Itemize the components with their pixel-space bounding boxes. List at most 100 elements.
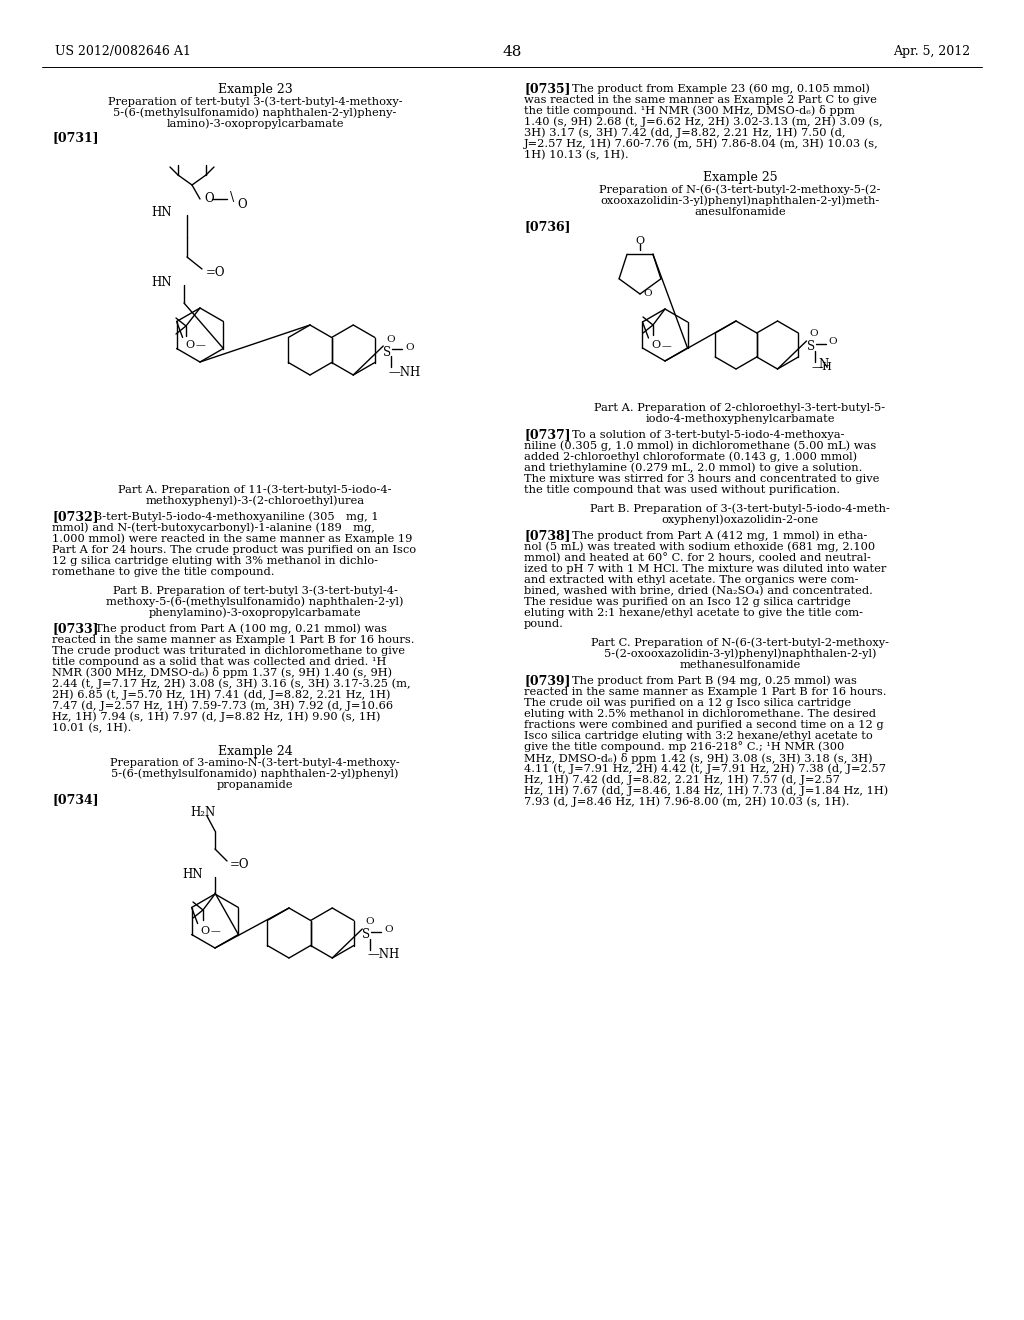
Text: To a solution of 3-tert-butyl-5-iodo-4-methoxya-: To a solution of 3-tert-butyl-5-iodo-4-m…: [572, 430, 845, 440]
Text: romethane to give the title compound.: romethane to give the title compound.: [52, 568, 274, 577]
Text: reacted in the same manner as Example 1 Part B for 16 hours.: reacted in the same manner as Example 1 …: [524, 686, 887, 697]
Text: niline (0.305 g, 1.0 mmol) in dichloromethane (5.00 mL) was: niline (0.305 g, 1.0 mmol) in dichlorome…: [524, 441, 877, 451]
Text: Part A for 24 hours. The crude product was purified on an Isco: Part A for 24 hours. The crude product w…: [52, 545, 416, 554]
Text: O: O: [204, 193, 214, 206]
Text: Example 24: Example 24: [218, 744, 293, 758]
Text: —NH: —NH: [388, 366, 421, 379]
Text: —: —: [211, 928, 220, 936]
Text: [0734]: [0734]: [52, 793, 98, 807]
Text: 2H) 6.85 (t, J=5.70 Hz, 1H) 7.41 (dd, J=8.82, 2.21 Hz, 1H): 2H) 6.85 (t, J=5.70 Hz, 1H) 7.41 (dd, J=…: [52, 690, 390, 701]
Text: 1H) 10.13 (s, 1H).: 1H) 10.13 (s, 1H).: [524, 150, 629, 160]
Text: HN: HN: [152, 206, 172, 219]
Text: Apr. 5, 2012: Apr. 5, 2012: [893, 45, 970, 58]
Text: HN: HN: [152, 276, 172, 289]
Text: 1.000 mmol) were reacted in the same manner as Example 19: 1.000 mmol) were reacted in the same man…: [52, 533, 413, 544]
Text: iodo-4-methoxyphenylcarbamate: iodo-4-methoxyphenylcarbamate: [645, 414, 835, 424]
Text: The crude product was triturated in dichloromethane to give: The crude product was triturated in dich…: [52, 645, 406, 656]
Text: The product from Part B (94 mg, 0.25 mmol) was: The product from Part B (94 mg, 0.25 mmo…: [572, 676, 857, 686]
Text: S: S: [362, 928, 371, 941]
Text: methoxyphenyl)-3-(2-chloroethyl)urea: methoxyphenyl)-3-(2-chloroethyl)urea: [145, 496, 365, 507]
Text: \: \: [230, 190, 234, 203]
Text: H₂N: H₂N: [190, 807, 215, 820]
Text: —NH: —NH: [368, 949, 399, 961]
Text: methoxy-5-(6-(methylsulfonamido) naphthalen-2-yl): methoxy-5-(6-(methylsulfonamido) naphtha…: [106, 597, 403, 607]
Text: Part A. Preparation of 2-chloroethyl-3-tert-butyl-5-: Part A. Preparation of 2-chloroethyl-3-t…: [595, 403, 886, 413]
Text: US 2012/0082646 A1: US 2012/0082646 A1: [55, 45, 190, 58]
Text: reacted in the same manner as Example 1 Part B for 16 hours.: reacted in the same manner as Example 1 …: [52, 635, 415, 645]
Text: Preparation of N-(6-(3-tert-butyl-2-methoxy-5-(2-: Preparation of N-(6-(3-tert-butyl-2-meth…: [599, 185, 881, 195]
Text: [0737]: [0737]: [524, 429, 570, 441]
Text: ized to pH 7 with 1 M HCl. The mixture was diluted into water: ized to pH 7 with 1 M HCl. The mixture w…: [524, 564, 887, 574]
Text: the title compound that was used without purification.: the title compound that was used without…: [524, 484, 840, 495]
Text: 5-(2-oxooxazolidin-3-yl)phenyl)naphthalen-2-yl): 5-(2-oxooxazolidin-3-yl)phenyl)naphthale…: [604, 648, 877, 659]
Text: Preparation of 3-amino-N-(3-tert-butyl-4-methoxy-: Preparation of 3-amino-N-(3-tert-butyl-4…: [111, 758, 400, 768]
Text: Example 23: Example 23: [218, 82, 293, 95]
Text: O: O: [384, 925, 393, 935]
Text: [0732]: [0732]: [52, 511, 98, 524]
Text: S: S: [807, 341, 815, 354]
Text: —: —: [196, 342, 206, 351]
Text: O: O: [201, 925, 210, 936]
Text: 3-tert-Butyl-5-iodo-4-methoxyaniline (305 mg, 1: 3-tert-Butyl-5-iodo-4-methoxyaniline (30…: [95, 512, 379, 523]
Text: =O: =O: [206, 265, 225, 279]
Text: O: O: [185, 339, 195, 350]
Text: Isco silica cartridge eluting with 3:2 hexane/ethyl acetate to: Isco silica cartridge eluting with 3:2 h…: [524, 731, 872, 741]
Text: eluting with 2.5% methanol in dichloromethane. The desired: eluting with 2.5% methanol in dichlorome…: [524, 709, 876, 719]
Text: O: O: [237, 198, 247, 210]
Text: Hz, 1H) 7.67 (dd, J=8.46, 1.84 Hz, 1H) 7.73 (d, J=1.84 Hz, 1H): Hz, 1H) 7.67 (dd, J=8.46, 1.84 Hz, 1H) 7…: [524, 785, 888, 796]
Text: O: O: [406, 342, 414, 351]
Text: 7.47 (d, J=2.57 Hz, 1H) 7.59-7.73 (m, 3H) 7.92 (d, J=10.66: 7.47 (d, J=2.57 Hz, 1H) 7.59-7.73 (m, 3H…: [52, 701, 393, 711]
Text: eluting with 2:1 hexane/ethyl acetate to give the title com-: eluting with 2:1 hexane/ethyl acetate to…: [524, 609, 863, 618]
Text: [0735]: [0735]: [524, 82, 570, 95]
Text: [0739]: [0739]: [524, 675, 570, 688]
Text: O: O: [810, 330, 818, 338]
Text: anesulfonamide: anesulfonamide: [694, 207, 785, 216]
Text: 3H) 3.17 (s, 3H) 7.42 (dd, J=8.82, 2.21 Hz, 1H) 7.50 (d,: 3H) 3.17 (s, 3H) 7.42 (dd, J=8.82, 2.21 …: [524, 128, 846, 139]
Text: nol (5 mL) was treated with sodium ethoxide (681 mg, 2.100: nol (5 mL) was treated with sodium ethox…: [524, 541, 876, 552]
Text: lamino)-3-oxopropylcarbamate: lamino)-3-oxopropylcarbamate: [166, 119, 344, 129]
Text: mmol) and N-(tert-butoxycarbonyl)-1-alanine (189 mg,: mmol) and N-(tert-butoxycarbonyl)-1-alan…: [52, 523, 375, 533]
Text: O: O: [651, 341, 660, 350]
Text: HN: HN: [182, 869, 203, 882]
Text: The product from Part A (100 mg, 0.21 mmol) was: The product from Part A (100 mg, 0.21 mm…: [95, 624, 387, 635]
Text: Part C. Preparation of N-(6-(3-tert-butyl-2-methoxy-: Part C. Preparation of N-(6-(3-tert-buty…: [591, 638, 889, 648]
Text: Hz, 1H) 7.42 (dd, J=8.82, 2.21 Hz, 1H) 7.57 (d, J=2.57: Hz, 1H) 7.42 (dd, J=8.82, 2.21 Hz, 1H) 7…: [524, 775, 840, 785]
Text: Example 25: Example 25: [702, 172, 777, 185]
Text: title compound as a solid that was collected and dried. ¹H: title compound as a solid that was colle…: [52, 657, 386, 667]
Text: =O: =O: [230, 858, 250, 870]
Text: give the title compound. mp 216-218° C.; ¹H NMR (300: give the title compound. mp 216-218° C.;…: [524, 742, 844, 752]
Text: Hz, 1H) 7.94 (s, 1H) 7.97 (d, J=8.82 Hz, 1H) 9.90 (s, 1H): Hz, 1H) 7.94 (s, 1H) 7.97 (d, J=8.82 Hz,…: [52, 711, 381, 722]
Text: The mixture was stirred for 3 hours and concentrated to give: The mixture was stirred for 3 hours and …: [524, 474, 880, 484]
Text: NMR (300 MHz, DMSO-d₆) δ ppm 1.37 (s, 9H) 1.40 (s, 9H): NMR (300 MHz, DMSO-d₆) δ ppm 1.37 (s, 9H…: [52, 668, 392, 678]
Text: was reacted in the same manner as Example 2 Part C to give: was reacted in the same manner as Exampl…: [524, 95, 877, 106]
Text: 7.93 (d, J=8.46 Hz, 1H) 7.96-8.00 (m, 2H) 10.03 (s, 1H).: 7.93 (d, J=8.46 Hz, 1H) 7.96-8.00 (m, 2H…: [524, 797, 850, 808]
Text: The crude oil was purified on a 12 g Isco silica cartridge: The crude oil was purified on a 12 g Isc…: [524, 698, 851, 708]
Text: —: —: [662, 342, 672, 351]
Text: The residue was purified on an Isco 12 g silica cartridge: The residue was purified on an Isco 12 g…: [524, 597, 851, 607]
Text: [0736]: [0736]: [524, 220, 570, 234]
Text: N: N: [818, 358, 828, 371]
Text: O: O: [643, 289, 651, 298]
Text: bined, washed with brine, dried (Na₂SO₄) and concentrated.: bined, washed with brine, dried (Na₂SO₄)…: [524, 586, 872, 597]
Text: 5-(6-(methylsulfonamido) naphthalen-2-yl)pheny-: 5-(6-(methylsulfonamido) naphthalen-2-yl…: [114, 108, 396, 119]
Text: propanamide: propanamide: [217, 780, 293, 789]
Text: Part B. Preparation of tert-butyl 3-(3-tert-butyl-4-: Part B. Preparation of tert-butyl 3-(3-t…: [113, 586, 397, 597]
Text: 2.44 (t, J=7.17 Hz, 2H) 3.08 (s, 3H) 3.16 (s, 3H) 3.17-3.25 (m,: 2.44 (t, J=7.17 Hz, 2H) 3.08 (s, 3H) 3.1…: [52, 678, 411, 689]
Text: Part A. Preparation of 11-(3-tert-butyl-5-iodo-4-: Part A. Preparation of 11-(3-tert-butyl-…: [118, 484, 392, 495]
Text: and extracted with ethyl acetate. The organics were com-: and extracted with ethyl acetate. The or…: [524, 576, 858, 585]
Text: oxooxazolidin-3-yl)phenyl)naphthalen-2-yl)meth-: oxooxazolidin-3-yl)phenyl)naphthalen-2-y…: [600, 195, 880, 206]
Text: O: O: [636, 236, 644, 246]
Text: J=2.57 Hz, 1H) 7.60-7.76 (m, 5H) 7.86-8.04 (m, 3H) 10.03 (s,: J=2.57 Hz, 1H) 7.60-7.76 (m, 5H) 7.86-8.…: [524, 139, 879, 149]
Text: mmol) and heated at 60° C. for 2 hours, cooled and neutral-: mmol) and heated at 60° C. for 2 hours, …: [524, 553, 870, 564]
Text: Preparation of tert-butyl 3-(3-tert-butyl-4-methoxy-: Preparation of tert-butyl 3-(3-tert-buty…: [108, 96, 402, 107]
Text: oxyphenyl)oxazolidin-2-one: oxyphenyl)oxazolidin-2-one: [662, 515, 818, 525]
Text: 48: 48: [503, 45, 521, 59]
Text: The product from Part A (412 mg, 1 mmol) in etha-: The product from Part A (412 mg, 1 mmol)…: [572, 531, 867, 541]
Text: and triethylamine (0.279 mL, 2.0 mmol) to give a solution.: and triethylamine (0.279 mL, 2.0 mmol) t…: [524, 463, 862, 474]
Text: 10.01 (s, 1H).: 10.01 (s, 1H).: [52, 723, 131, 733]
Text: [0733]: [0733]: [52, 623, 98, 635]
Text: O: O: [386, 334, 395, 343]
Text: added 2-chloroethyl chloroformate (0.143 g, 1.000 mmol): added 2-chloroethyl chloroformate (0.143…: [524, 451, 857, 462]
Text: fractions were combined and purified a second time on a 12 g: fractions were combined and purified a s…: [524, 719, 884, 730]
Text: O: O: [828, 338, 838, 346]
